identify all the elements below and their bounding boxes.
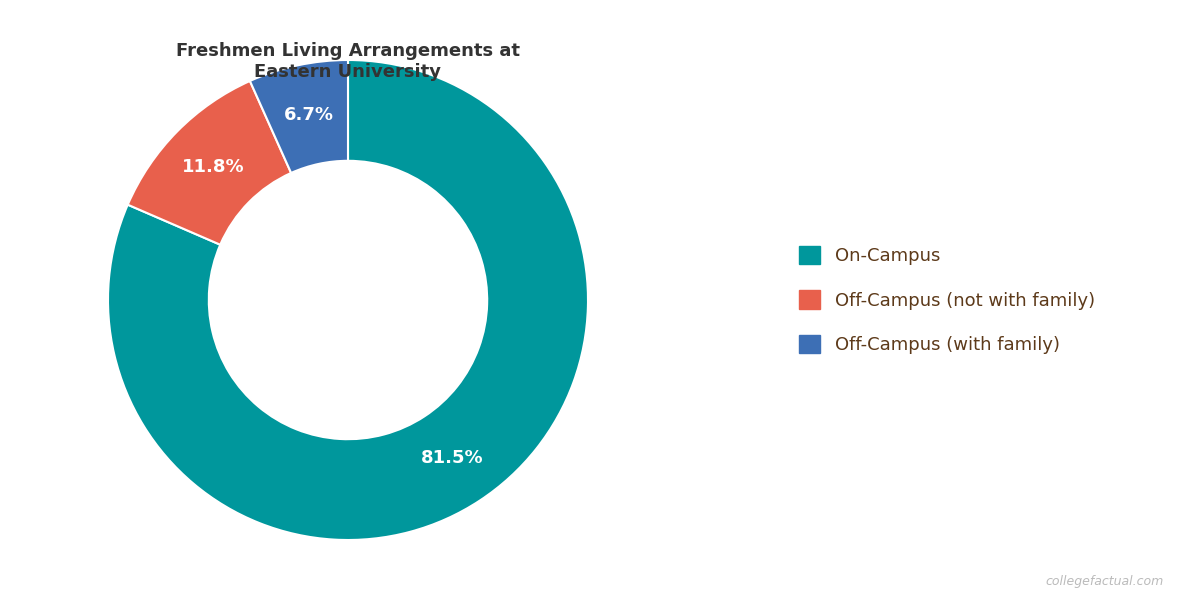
Wedge shape bbox=[250, 60, 348, 173]
Text: collegefactual.com: collegefactual.com bbox=[1045, 575, 1164, 588]
Wedge shape bbox=[108, 60, 588, 540]
Legend: On-Campus, Off-Campus (not with family), Off-Campus (with family): On-Campus, Off-Campus (not with family),… bbox=[781, 227, 1112, 373]
Text: 11.8%: 11.8% bbox=[181, 158, 245, 176]
Text: Freshmen Living Arrangements at
Eastern University: Freshmen Living Arrangements at Eastern … bbox=[176, 42, 520, 81]
Wedge shape bbox=[127, 81, 292, 245]
Text: 81.5%: 81.5% bbox=[421, 449, 484, 467]
Text: 6.7%: 6.7% bbox=[283, 106, 334, 124]
